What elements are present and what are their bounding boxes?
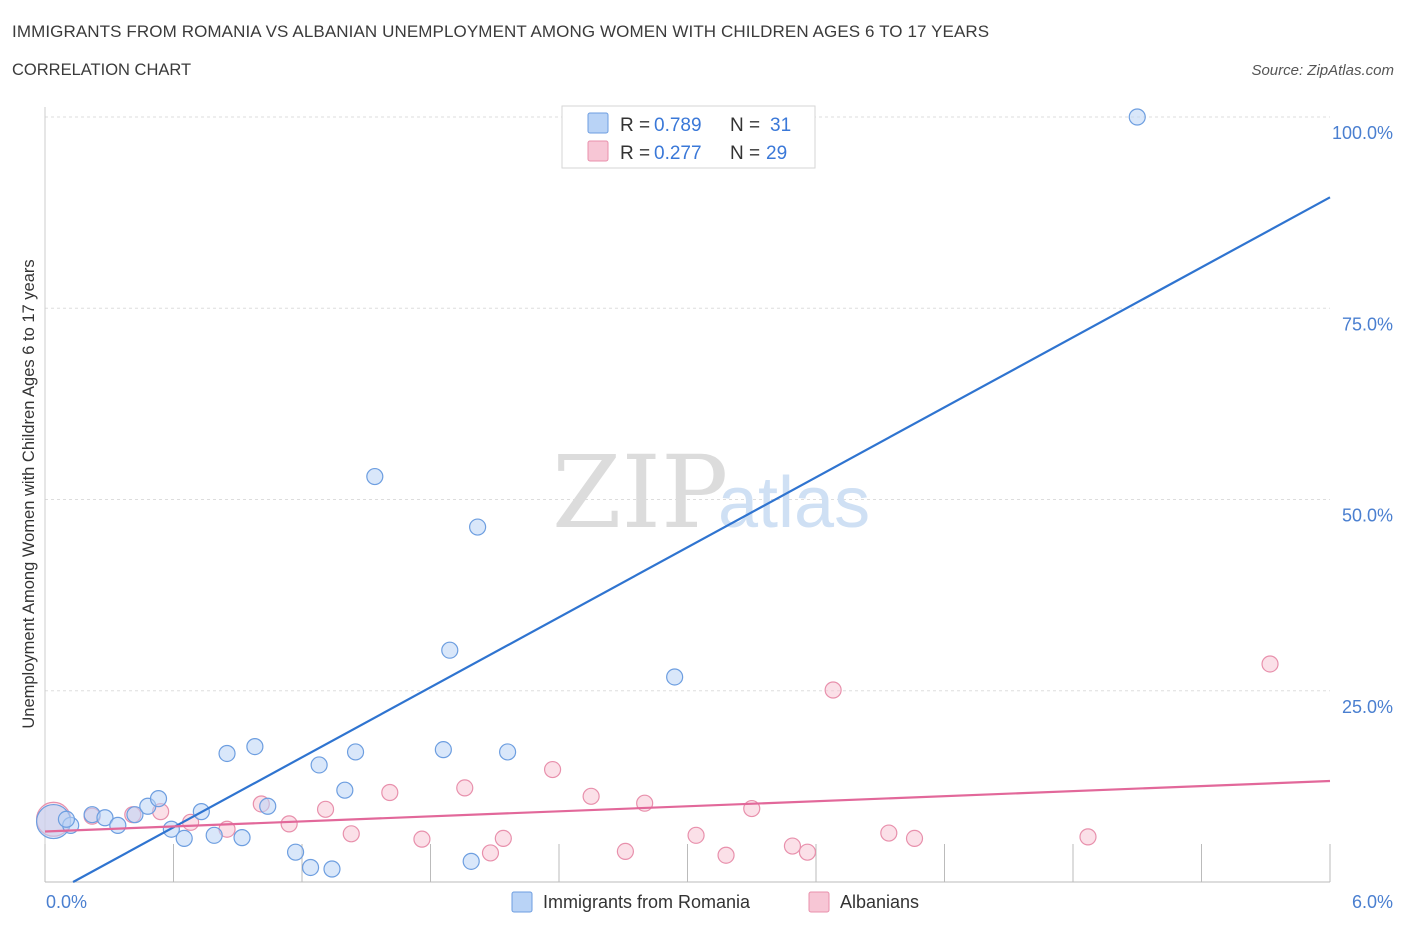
- point-romania: [301, 858, 320, 877]
- point-romania: [366, 467, 384, 486]
- legend-r-label-albanians: R =: [620, 143, 650, 164]
- x-tick-label: 0.0%: [46, 892, 87, 912]
- point-romania: [259, 797, 277, 815]
- point-albanians: [1079, 828, 1097, 846]
- point-romania: [310, 756, 328, 774]
- point-romania: [323, 860, 341, 878]
- trend-layer: [44, 196, 1331, 883]
- legend-r-value-albanians: 0.277: [654, 143, 702, 164]
- y-tick-label: 100.0%: [1332, 123, 1393, 143]
- point-romania: [246, 737, 264, 756]
- trendline-romania: [72, 196, 1331, 883]
- trendline-albanians: [44, 779, 1331, 833]
- point-albanians: [880, 824, 898, 842]
- legend-r-label-romania: R =: [620, 115, 650, 136]
- point-albanians: [543, 760, 562, 779]
- point-romania: [175, 829, 193, 847]
- point-albanians: [494, 829, 512, 847]
- legend-swatch-romania: [587, 112, 609, 134]
- point-romania: [499, 743, 517, 761]
- point-romania: [469, 518, 487, 536]
- legend-bottom: Immigrants from Romania Albanians: [511, 891, 919, 913]
- point-albanians: [481, 844, 500, 862]
- point-romania: [149, 790, 168, 808]
- point-romania: [126, 806, 144, 824]
- point-romania: [233, 829, 251, 847]
- legend-n-label-albanians: N =: [730, 143, 760, 164]
- point-romania: [462, 852, 480, 870]
- legend-n-value-albanians: 29: [766, 143, 787, 164]
- point-albanians: [798, 843, 817, 861]
- point-albanians: [1261, 655, 1279, 673]
- point-albanians: [582, 787, 600, 805]
- point-romania: [336, 781, 354, 799]
- y-tick-label: 75.0%: [1342, 314, 1393, 334]
- legend-top: R = 0.789 N = 31 R = 0.277 N = 29: [561, 105, 816, 169]
- point-albanians: [280, 815, 298, 833]
- legend-n-value-romania: 31: [770, 115, 791, 136]
- point-albanians: [456, 779, 474, 797]
- point-romania: [286, 843, 305, 861]
- axes-layer: [44, 107, 1331, 883]
- point-romania: [57, 810, 76, 828]
- point-albanians: [717, 846, 735, 864]
- y-tick-label: 25.0%: [1342, 697, 1393, 717]
- x-tick-label: 6.0%: [1352, 892, 1393, 912]
- point-albanians: [342, 825, 360, 843]
- point-romania: [205, 826, 223, 844]
- point-albanians: [783, 837, 802, 855]
- point-romania: [96, 809, 114, 827]
- point-romania: [441, 641, 459, 659]
- point-albanians: [616, 842, 634, 861]
- point-albanians: [824, 681, 842, 699]
- tick-layer: 25.0% 50.0% 75.0% 100.0% 0.0% 6.0%: [46, 123, 1393, 912]
- grid-layer: [45, 116, 1330, 692]
- point-romania: [109, 816, 127, 834]
- point-albanians: [687, 826, 705, 844]
- point-albanians: [316, 800, 335, 818]
- y-tick-label: 50.0%: [1342, 506, 1393, 526]
- watermark-zip: ZIP: [552, 434, 728, 551]
- legend-r-value-romania: 0.789: [654, 115, 702, 136]
- point-albanians: [381, 783, 399, 802]
- chart-title: IMMIGRANTS FROM ROMANIA VS ALBANIAN UNEM…: [12, 22, 990, 41]
- point-albanians: [905, 829, 924, 847]
- legend-swatch-albanians: [587, 140, 609, 162]
- point-romania: [1128, 108, 1146, 126]
- source-label: Source: ZipAtlas.com: [1251, 62, 1394, 79]
- point-romania: [218, 744, 236, 763]
- y-axis-label: Unemployment Among Women with Children A…: [20, 259, 38, 728]
- watermark-atlas: atlas: [718, 463, 870, 543]
- legend-n-label-romania: N =: [730, 115, 760, 136]
- watermark: ZIP atlas: [552, 434, 870, 551]
- bottom-legend-label-albanians: Albanians: [840, 892, 919, 912]
- point-romania: [666, 668, 684, 686]
- bottom-legend-swatch-romania: [511, 891, 533, 913]
- point-albanians: [413, 830, 431, 848]
- point-romania: [434, 741, 452, 759]
- bottom-legend-swatch-albanians: [808, 891, 830, 913]
- chart-subtitle: CORRELATION CHART: [12, 61, 192, 79]
- bottom-legend-label-romania: Immigrants from Romania: [543, 892, 751, 912]
- point-romania: [346, 743, 365, 761]
